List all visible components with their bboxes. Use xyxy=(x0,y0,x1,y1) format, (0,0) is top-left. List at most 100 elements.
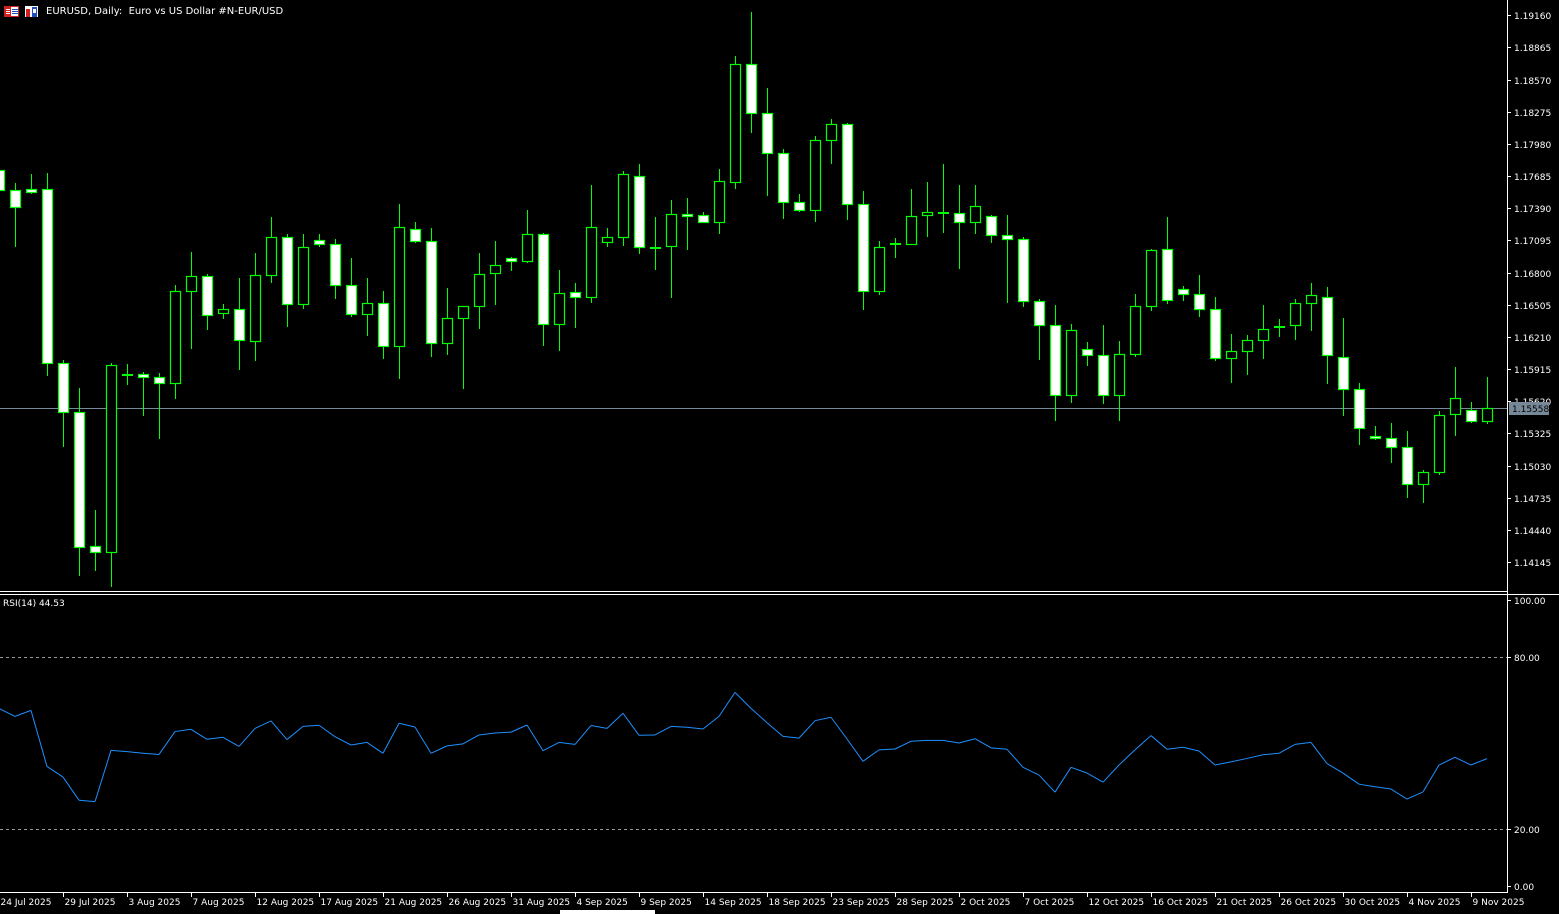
rsi-segment xyxy=(542,741,560,752)
candle-body xyxy=(1225,350,1238,360)
rsi-segment xyxy=(222,736,240,747)
candle xyxy=(89,510,102,571)
candle-body xyxy=(809,139,822,212)
candle-body xyxy=(777,152,790,204)
current-price-text: 1.15558 xyxy=(1512,405,1549,415)
rsi-segment xyxy=(1374,786,1392,790)
candle xyxy=(1017,237,1030,307)
chart-window-icon[interactable] xyxy=(25,2,38,21)
candle-body xyxy=(1113,353,1126,397)
candle-body xyxy=(1417,471,1430,486)
price-tick-label: 1.14440 xyxy=(1514,527,1551,537)
candle xyxy=(1225,334,1238,383)
rsi-segment xyxy=(1070,766,1088,774)
candle-body xyxy=(441,317,454,345)
rsi-segment xyxy=(1326,763,1344,774)
rsi-segment xyxy=(894,740,912,750)
rsi-segment xyxy=(14,709,32,717)
rsi-segment xyxy=(1038,774,1056,793)
rsi-tick-label: 80.00 xyxy=(1514,654,1540,664)
rsi-tick-label: 20.00 xyxy=(1514,826,1540,836)
candle xyxy=(1145,249,1158,311)
time-axis: 24 Jul 2025 29 Jul 2025 3 Aug 2025 7 Aug 20… xyxy=(1,892,1524,908)
candle-body xyxy=(1097,354,1110,397)
candle xyxy=(953,185,966,269)
candle xyxy=(905,189,918,246)
candle-body xyxy=(1353,388,1366,430)
candle xyxy=(313,234,326,247)
candle-body xyxy=(0,169,6,192)
candle-body xyxy=(729,63,742,184)
candle-body xyxy=(713,180,726,224)
candle-body xyxy=(1337,356,1350,391)
candle xyxy=(793,194,806,212)
candle-body xyxy=(73,411,86,549)
rsi-segment xyxy=(654,725,672,736)
candle-body xyxy=(745,63,758,115)
candle-body xyxy=(137,373,150,379)
rsi-segment xyxy=(1230,757,1248,763)
candle-body xyxy=(537,233,550,326)
candle xyxy=(650,217,661,270)
market-watch-icon[interactable] xyxy=(4,2,19,21)
time-tick-label: 12 Oct 2025 xyxy=(1089,898,1145,908)
candle-body xyxy=(153,376,166,385)
candle xyxy=(985,215,998,243)
candle xyxy=(601,228,614,247)
candle xyxy=(633,164,646,254)
candle xyxy=(73,388,86,576)
rsi-segment xyxy=(366,742,384,754)
candle-body xyxy=(1033,300,1046,327)
candle xyxy=(393,204,406,379)
candle xyxy=(873,241,886,295)
candle-body xyxy=(1129,305,1142,356)
candle xyxy=(697,212,710,224)
candle-body xyxy=(601,236,614,244)
rsi-segment xyxy=(510,724,528,733)
rsi-segment xyxy=(1422,764,1440,793)
rsi-segment xyxy=(526,724,544,751)
candle-body xyxy=(201,275,214,317)
candle xyxy=(1337,318,1350,416)
rsi-segment xyxy=(1166,746,1184,750)
candle-body xyxy=(761,112,774,155)
candle-body xyxy=(1385,437,1398,449)
price-tick-label: 1.17095 xyxy=(1514,237,1551,247)
candle-body xyxy=(1001,234,1014,241)
rsi-segment xyxy=(558,741,576,745)
candle-body xyxy=(265,236,278,277)
rsi-segment xyxy=(1310,742,1328,764)
candle-body xyxy=(217,308,230,315)
candle-body xyxy=(553,292,566,326)
candle xyxy=(329,239,342,299)
candle-body xyxy=(297,246,310,306)
rsi-tick-label: 100.00 xyxy=(1514,597,1546,607)
time-tick-label: 21 Aug 2025 xyxy=(385,898,443,908)
candle-body xyxy=(409,228,422,243)
candle xyxy=(681,198,694,250)
rsi-segment xyxy=(318,724,336,738)
price-tick-label: 1.17685 xyxy=(1514,173,1551,183)
candle-body xyxy=(1481,407,1494,423)
candle-body xyxy=(281,236,294,306)
rsi-segment xyxy=(94,750,112,802)
rsi-segment xyxy=(1054,767,1072,793)
rsi-segment xyxy=(46,766,64,778)
time-tick-label: 14 Sep 2025 xyxy=(705,898,762,908)
rsi-segment xyxy=(1454,756,1472,766)
candle-body xyxy=(1209,308,1222,360)
candle-body xyxy=(697,214,710,224)
chart-header: EURUSD, Daily: Euro vs US Dollar #N-EUR/… xyxy=(4,3,283,19)
rsi-segment xyxy=(942,739,960,744)
candle xyxy=(249,253,262,361)
candle xyxy=(729,56,742,189)
candle-body xyxy=(169,290,182,385)
candle xyxy=(1177,286,1190,301)
candle xyxy=(665,200,678,298)
time-tick-label: 24 Jul 2025 xyxy=(1,898,52,908)
chart-scroll-tab[interactable] xyxy=(560,910,655,914)
candle xyxy=(1417,470,1430,503)
price-tick-label: 1.16210 xyxy=(1514,334,1551,344)
price-tick-label: 1.19160 xyxy=(1514,12,1551,22)
